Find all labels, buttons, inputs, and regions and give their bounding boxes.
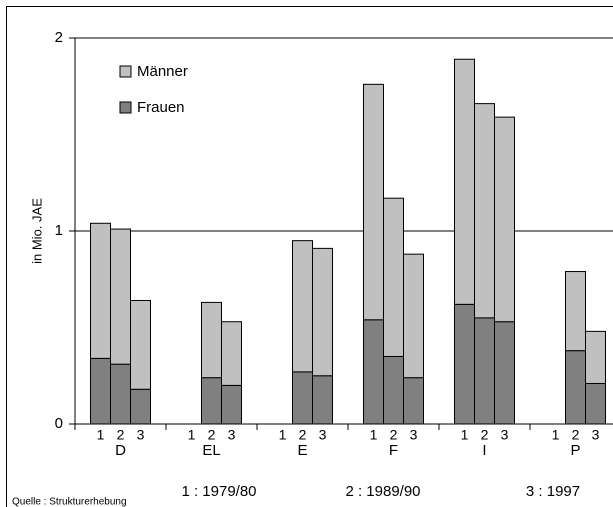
bar-segment: [90, 222, 111, 359]
legend-label: Frauen: [137, 99, 185, 116]
bar-segment: [474, 317, 495, 425]
x-tick-label: 1: [188, 427, 196, 443]
group-label: F: [389, 442, 398, 459]
x-tick-label: 2: [390, 427, 398, 443]
bar-segment: [130, 388, 151, 425]
legend-swatch: [119, 101, 132, 114]
note: 3 : 1997: [526, 483, 580, 500]
bar-segment: [565, 350, 586, 425]
bar-segment: [312, 247, 333, 377]
x-tick-label: 2: [208, 427, 216, 443]
note: 2 : 1989/90: [345, 483, 420, 500]
bar-segment: [292, 240, 313, 373]
x-tick-label: 3: [319, 427, 327, 443]
bar-segment: [585, 330, 606, 384]
bar-segment: [403, 377, 424, 425]
bar-segment: [130, 299, 151, 390]
group-label: E: [297, 442, 307, 459]
x-tick-label: 1: [370, 427, 378, 443]
bar-segment: [383, 197, 404, 357]
y-tick-label: 2: [55, 29, 63, 46]
x-tick-label: 3: [137, 427, 145, 443]
group-label: D: [115, 442, 126, 459]
bar-segment: [363, 319, 384, 425]
x-tick-label: 3: [501, 427, 509, 443]
x-tick-label: 2: [572, 427, 580, 443]
bar-segment: [494, 321, 515, 425]
group-label: P: [570, 442, 580, 459]
bar-segment: [110, 228, 131, 365]
bar-segment: [454, 58, 475, 305]
legend-label: Männer: [137, 63, 188, 80]
note: 1 : 1979/80: [181, 483, 256, 500]
x-tick-label: 1: [461, 427, 469, 443]
x-tick-label: 1: [97, 427, 105, 443]
bar-segment: [201, 301, 222, 379]
x-tick-label: 1: [552, 427, 560, 443]
bar-segment: [403, 253, 424, 379]
y-tick-label: 0: [55, 415, 63, 432]
bar-segment: [494, 116, 515, 323]
bar-segment: [90, 357, 111, 425]
frame: [6, 6, 613, 507]
x-tick-label: 3: [228, 427, 236, 443]
bar-segment: [221, 384, 242, 425]
legend-swatch: [119, 65, 132, 78]
bar-segment: [363, 83, 384, 321]
x-tick-label: 3: [410, 427, 418, 443]
bar-segment: [383, 355, 404, 425]
x-tick-label: 1: [279, 427, 287, 443]
x-tick-label: 3: [592, 427, 600, 443]
x-tick-label: 2: [481, 427, 489, 443]
x-tick-label: 2: [117, 427, 125, 443]
y-axis-label: in Mio. JAE: [29, 198, 44, 264]
source: Quelle : Strukturerhebung: [12, 497, 127, 507]
bar-segment: [585, 382, 606, 425]
bar-segment: [474, 103, 495, 319]
bar-segment: [110, 363, 131, 425]
group-label: I: [482, 442, 486, 459]
bar-segment: [565, 271, 586, 352]
bar-segment: [454, 303, 475, 425]
y-tick-label: 1: [55, 222, 63, 239]
bar-segment: [312, 375, 333, 425]
bar-segment: [201, 377, 222, 425]
bar-segment: [221, 321, 242, 386]
x-tick-label: 2: [299, 427, 307, 443]
group-label: EL: [202, 442, 220, 459]
bar-segment: [292, 371, 313, 425]
